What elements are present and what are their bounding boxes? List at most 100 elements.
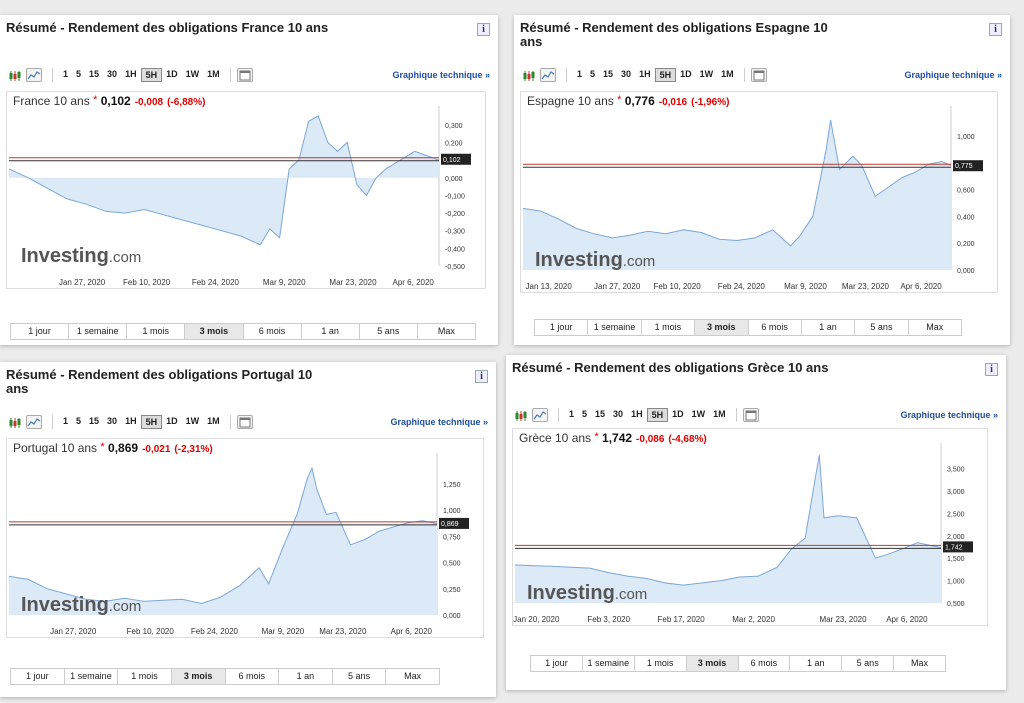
range-button[interactable]: 1 an	[790, 656, 843, 671]
range-button[interactable]: 6 mois	[739, 656, 791, 671]
timeframe-button[interactable]: 1H	[631, 409, 643, 419]
timeframe-button[interactable]: 30	[621, 69, 632, 79]
timeframe-button[interactable]: 30	[107, 69, 118, 79]
technical-chart-link[interactable]: Graphique technique »	[904, 70, 1002, 80]
range-button[interactable]: Max	[404, 671, 422, 681]
range-button[interactable]: 6 mois	[244, 324, 302, 339]
technical-chart-link[interactable]: Graphique technique »	[900, 410, 998, 420]
timeframe-button[interactable]: 1W	[185, 416, 200, 426]
info-icon[interactable]: i	[475, 370, 488, 383]
range-button[interactable]: 3 mois	[185, 324, 244, 339]
range-button[interactable]: 6 mois	[226, 669, 280, 684]
timeframe-button[interactable]: 1H	[125, 416, 137, 426]
technical-chart-link[interactable]: Graphique technique »	[390, 417, 488, 427]
range-button[interactable]: 5 ans	[333, 669, 387, 684]
range-button[interactable]: 5 ans	[360, 324, 418, 339]
line-chart-icon[interactable]	[26, 68, 42, 82]
x-tick-label: Feb 17, 2020	[658, 615, 706, 624]
range-button[interactable]: 6 mois	[749, 320, 802, 335]
calendar-icon[interactable]	[750, 68, 767, 82]
range-button[interactable]: 1 an	[802, 320, 856, 335]
timeframe-button[interactable]: 1	[63, 69, 69, 79]
timeframe-button[interactable]: 15	[89, 69, 100, 79]
calendar-icon[interactable]	[236, 68, 253, 82]
candlestick-icon[interactable]	[520, 68, 536, 82]
range-button[interactable]: 1 an	[279, 669, 333, 684]
range-button[interactable]: 1 jour	[11, 324, 70, 339]
x-tick-label: Mar 23, 2020	[319, 627, 367, 636]
series-area	[9, 116, 439, 245]
range-button[interactable]: 3 mois	[171, 669, 226, 684]
timeframe-button[interactable]: 1M	[207, 416, 220, 426]
info-icon[interactable]: i	[477, 23, 490, 36]
range-button[interactable]: 1 semaine	[69, 324, 128, 339]
range-button[interactable]: 5 ans	[855, 320, 909, 335]
candlestick-icon[interactable]	[6, 415, 22, 429]
range-button[interactable]: Max	[437, 326, 455, 336]
range-button[interactable]: 1 semaine	[583, 656, 635, 671]
range-button[interactable]: 5 ans	[842, 656, 895, 671]
range-button[interactable]: 1 semaine	[588, 320, 642, 335]
timeframe-button[interactable]: 5	[590, 69, 596, 79]
toolbar-divider	[52, 68, 53, 82]
timeframe-button[interactable]: 15	[89, 416, 100, 426]
y-tick-label: 3,500	[947, 467, 965, 474]
technical-chart-link[interactable]: Graphique technique »	[392, 70, 490, 80]
timeframe-button[interactable]: 1	[569, 409, 575, 419]
timeframe-button[interactable]: 1M	[721, 69, 734, 79]
info-icon[interactable]: i	[989, 23, 1002, 36]
timeframe-button[interactable]: 1D	[166, 416, 178, 426]
timeframe-button[interactable]: 1M	[713, 409, 726, 419]
timeframe-button[interactable]: 5H	[140, 68, 163, 82]
timeframe-button[interactable]: 1H	[639, 69, 651, 79]
timeframe-button[interactable]: 1	[577, 69, 583, 79]
timeframe-button[interactable]: 5	[76, 416, 82, 426]
calendar-icon[interactable]	[236, 415, 253, 429]
range-button[interactable]: 3 mois	[686, 656, 739, 671]
range-button[interactable]: 1 mois	[118, 669, 172, 684]
range-button[interactable]: 1 jour	[531, 656, 583, 671]
range-button[interactable]: Max	[926, 322, 944, 332]
range-button[interactable]: 1 mois	[127, 324, 186, 339]
y-tick-label: -0,100	[445, 193, 465, 200]
candlestick-icon[interactable]	[6, 68, 22, 82]
range-button[interactable]: Max	[911, 658, 929, 668]
calendar-icon[interactable]	[742, 408, 759, 422]
series-line	[522, 119, 952, 247]
range-button[interactable]: 1 semaine	[65, 669, 119, 684]
timeframe-button[interactable]: 1W	[185, 69, 200, 79]
timeframe-button[interactable]: 1D	[166, 69, 178, 79]
range-button[interactable]: 1 an	[302, 324, 360, 339]
line-chart-icon[interactable]	[532, 408, 548, 422]
price-tag: 0,869	[439, 517, 469, 529]
watermark-main: Investing	[535, 249, 623, 271]
timeframe-button[interactable]: 5H	[646, 408, 669, 422]
line-chart-icon[interactable]	[540, 68, 556, 82]
y-tick-label: 1,000	[443, 508, 461, 515]
timeframe-button[interactable]: 30	[613, 409, 624, 419]
timeframe-button[interactable]: 5	[76, 69, 82, 79]
timeframe-button[interactable]: 1W	[699, 69, 714, 79]
range-button[interactable]: 1 mois	[642, 320, 696, 335]
range-button[interactable]: 3 mois	[695, 320, 749, 335]
timeframe-button[interactable]: 5H	[654, 68, 677, 82]
timeframe-button[interactable]: 15	[595, 409, 606, 419]
timeframe-button[interactable]: 1D	[680, 69, 692, 79]
chart-toolbar: 1 5 15 30 1H 5H 1D 1W 1M	[6, 412, 257, 432]
y-tick-label: 0,200	[445, 140, 463, 147]
range-button[interactable]: 1 jour	[535, 320, 589, 335]
candlestick-icon[interactable]	[512, 408, 528, 422]
timeframe-button[interactable]: 30	[107, 416, 118, 426]
range-button[interactable]: 1 mois	[635, 656, 687, 671]
info-icon[interactable]: i	[985, 363, 998, 376]
range-button[interactable]: 1 jour	[11, 669, 65, 684]
timeframe-button[interactable]: 5H	[140, 415, 163, 429]
timeframe-button[interactable]: 1H	[125, 69, 137, 79]
line-chart-icon[interactable]	[26, 415, 42, 429]
timeframe-button[interactable]: 1	[63, 416, 69, 426]
timeframe-button[interactable]: 1M	[207, 69, 220, 79]
timeframe-button[interactable]: 1D	[672, 409, 684, 419]
timeframe-button[interactable]: 1W	[691, 409, 706, 419]
timeframe-button[interactable]: 5	[582, 409, 588, 419]
timeframe-button[interactable]: 15	[603, 69, 614, 79]
